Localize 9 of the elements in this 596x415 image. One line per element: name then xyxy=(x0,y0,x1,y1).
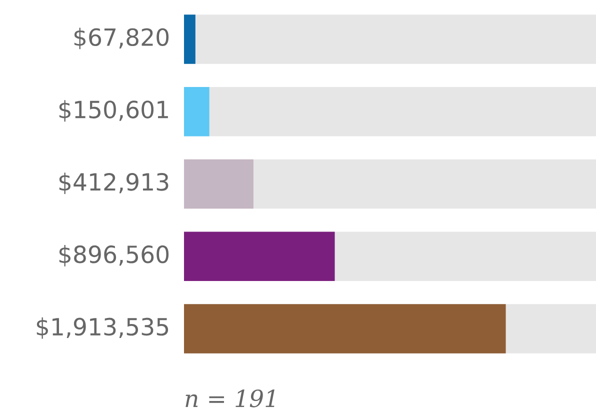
text: n = 191 xyxy=(186,389,274,408)
data-label: $896,560 xyxy=(59,244,169,266)
bar xyxy=(184,86,210,136)
bar xyxy=(184,159,254,209)
data-label: $412,913 xyxy=(59,172,168,194)
data-label: $67,820 xyxy=(74,28,169,50)
data-label: $150,601 xyxy=(59,100,168,122)
bar xyxy=(184,14,196,64)
data-label: $1,913,535 xyxy=(36,317,168,339)
